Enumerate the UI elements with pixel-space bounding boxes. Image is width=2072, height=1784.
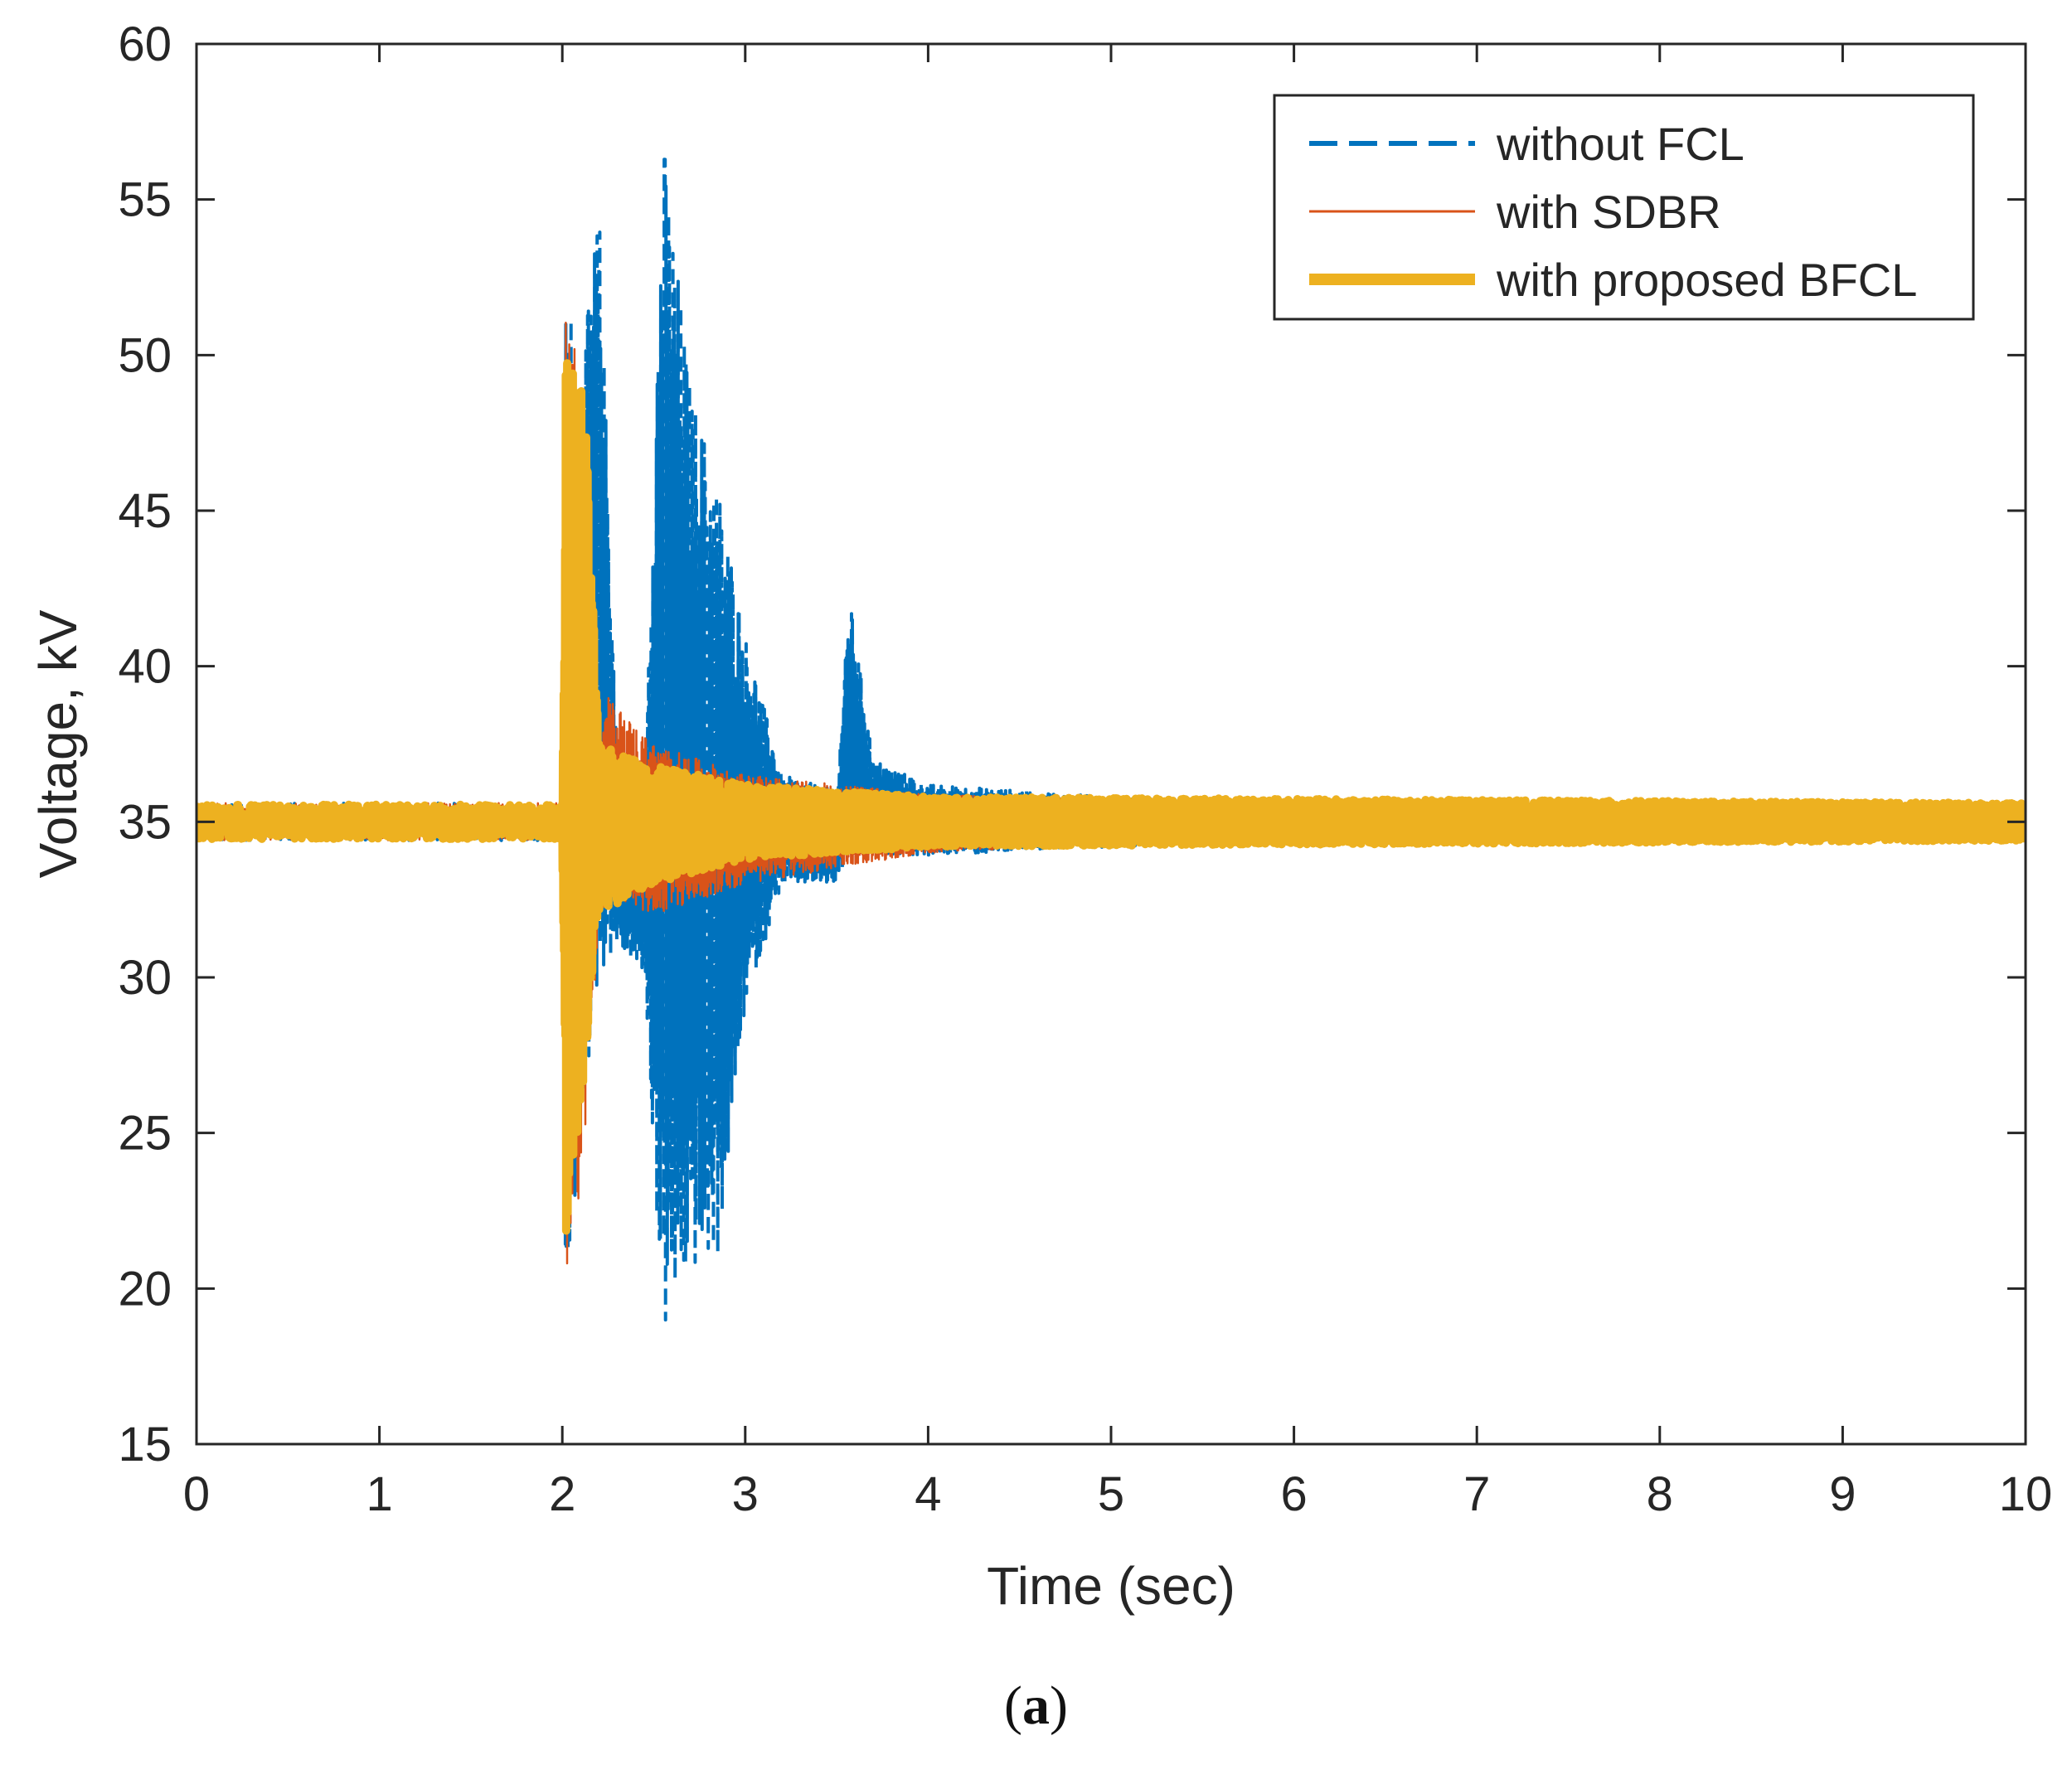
x-tick-label: 3 bbox=[732, 1467, 759, 1521]
caption-close-paren: ) bbox=[1050, 1675, 1068, 1736]
y-axis-title: Voltage, kV bbox=[28, 609, 88, 878]
x-tick-label: 1 bbox=[366, 1467, 392, 1521]
y-tick-label: 25 bbox=[118, 1107, 172, 1161]
y-tick-label: 50 bbox=[118, 328, 172, 382]
series-layer bbox=[197, 158, 2026, 1322]
y-tick-label: 30 bbox=[118, 951, 172, 1005]
x-tick-label: 6 bbox=[1280, 1467, 1307, 1521]
legend-label-with-proposed-bfcl: with proposed BFCL bbox=[1496, 254, 1917, 306]
x-tick-label: 7 bbox=[1463, 1467, 1490, 1521]
legend-label-with-sdbr: with SDBR bbox=[1496, 186, 1721, 238]
x-tick-label: 10 bbox=[1999, 1467, 2053, 1521]
series-line-with-proposed-bfcl bbox=[197, 359, 2026, 1235]
legend-label-without-fcl: without FCL bbox=[1496, 118, 1744, 170]
figure-caption: (a) bbox=[0, 1675, 2072, 1738]
y-tick-label: 45 bbox=[118, 484, 172, 538]
x-tick-label: 8 bbox=[1647, 1467, 1673, 1521]
y-tick-label: 35 bbox=[118, 795, 172, 849]
y-tick-label: 40 bbox=[118, 640, 172, 694]
legend: without FCL with SDBR with proposed BFCL bbox=[1273, 94, 1975, 321]
y-tick-label: 15 bbox=[118, 1418, 172, 1471]
x-tick-label: 5 bbox=[1098, 1467, 1124, 1521]
y-tick-label: 55 bbox=[118, 173, 172, 227]
y-tick-label: 20 bbox=[118, 1262, 172, 1316]
x-tick-label: 4 bbox=[915, 1467, 941, 1521]
x-axis-title: Time (sec) bbox=[987, 1556, 1235, 1616]
caption-open-paren: ( bbox=[1004, 1675, 1022, 1736]
x-tick-label: 0 bbox=[183, 1467, 210, 1521]
y-tick-label: 60 bbox=[118, 17, 172, 71]
x-tick-label: 2 bbox=[549, 1467, 575, 1521]
x-tick-label: 9 bbox=[1829, 1467, 1856, 1521]
caption-label: a bbox=[1022, 1675, 1050, 1736]
